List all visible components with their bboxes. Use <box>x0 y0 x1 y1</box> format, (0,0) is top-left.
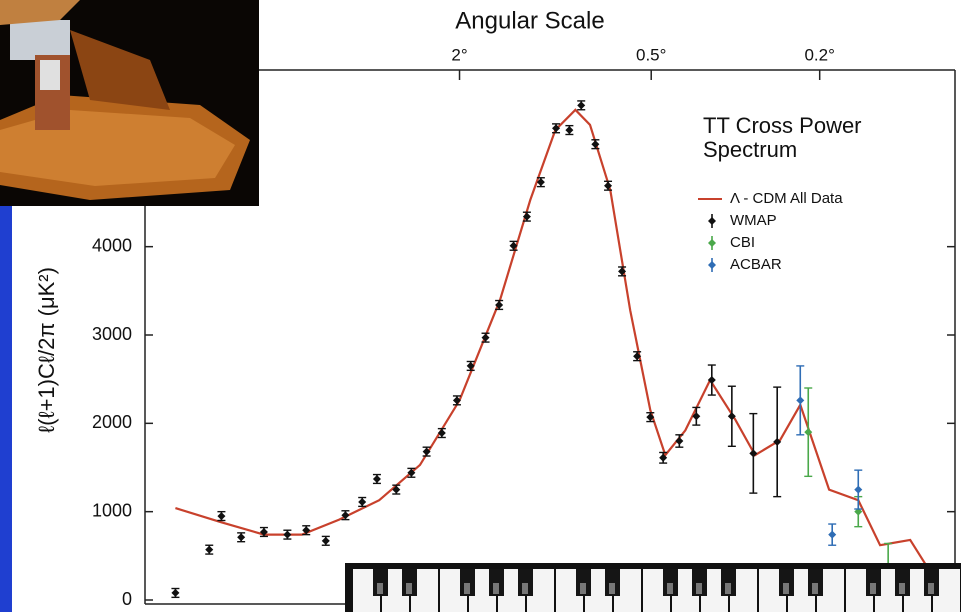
data-point <box>618 267 627 276</box>
black-key <box>402 569 417 596</box>
data-point <box>646 413 655 422</box>
legend-label: WMAP <box>730 212 777 229</box>
data-point <box>707 376 716 385</box>
top-structure <box>0 0 80 25</box>
y-axis-label: ℓ(ℓ+1)Cℓ/2π (μK²) <box>34 267 59 433</box>
key-shine <box>406 583 412 594</box>
top-tick-label: 0.2° <box>804 45 834 64</box>
legend-title: TT Cross Power Spectrum <box>703 113 862 162</box>
data-point <box>727 412 736 421</box>
data-point <box>565 126 574 135</box>
key-shine <box>522 583 528 594</box>
data-point <box>552 124 561 133</box>
black-key <box>866 569 881 596</box>
data-point <box>481 333 490 342</box>
black-key <box>692 569 707 596</box>
data-point <box>422 447 431 456</box>
key-shine <box>464 583 470 594</box>
data-point <box>659 453 668 462</box>
data-point <box>452 396 461 405</box>
model-curve <box>175 108 937 581</box>
key-shine <box>493 583 499 594</box>
data-point <box>205 545 214 554</box>
black-key <box>576 569 591 596</box>
data-point <box>633 352 642 361</box>
data-point <box>804 428 813 437</box>
key-shine <box>870 583 876 594</box>
data-point <box>796 396 805 405</box>
black-key <box>373 569 388 596</box>
data-point <box>577 101 586 110</box>
key-shine <box>667 583 673 594</box>
data-point <box>466 361 475 370</box>
key-shine <box>899 583 905 594</box>
black-key <box>779 569 794 596</box>
keys <box>353 569 960 612</box>
legend-label: ACBAR <box>730 256 782 273</box>
key-shine <box>725 583 731 594</box>
black-key <box>605 569 620 596</box>
data-point <box>828 530 837 539</box>
black-key <box>808 569 823 596</box>
data-point <box>171 588 180 597</box>
legend-marker <box>708 239 716 247</box>
y-tick-label: 1000 <box>92 500 132 520</box>
legend-marker <box>708 217 716 225</box>
black-key <box>663 569 678 596</box>
instrument <box>10 20 70 60</box>
data-point <box>749 449 758 458</box>
key-shine <box>377 583 383 594</box>
data-point <box>536 178 545 187</box>
data-point <box>437 429 446 438</box>
data-point <box>407 468 416 477</box>
black-key <box>460 569 475 596</box>
data-point <box>604 181 613 190</box>
black-key <box>721 569 736 596</box>
data-point <box>217 512 226 521</box>
black-key <box>489 569 504 596</box>
y-tick-label: 2000 <box>92 412 132 432</box>
black-key <box>895 569 910 596</box>
legend-label: CBI <box>730 234 755 251</box>
data-point <box>321 536 330 545</box>
data-point <box>392 485 401 494</box>
key-shine <box>928 583 934 594</box>
key-shine <box>783 583 789 594</box>
black-key <box>924 569 939 596</box>
data-point <box>522 212 531 221</box>
key-shine <box>580 583 586 594</box>
keyboard-image <box>345 563 961 612</box>
data-point <box>302 526 311 535</box>
legend-marker <box>708 261 716 269</box>
data-point <box>358 497 367 506</box>
data-point <box>283 530 292 539</box>
top-tick-label: 2° <box>451 45 467 64</box>
key-shine <box>696 583 702 594</box>
data-point <box>259 527 268 536</box>
data-point <box>237 533 246 542</box>
satellite-photo <box>0 0 259 206</box>
data-point <box>692 412 701 421</box>
black-key <box>518 569 533 596</box>
data-point <box>773 437 782 446</box>
y-tick-label: 0 <box>122 589 132 609</box>
data-point <box>591 140 600 149</box>
legend-label: Λ - CDM All Data <box>730 190 843 207</box>
y-tick-label: 4000 <box>92 235 132 255</box>
y-tick-label: 3000 <box>92 324 132 344</box>
data-point <box>509 241 518 250</box>
top-tick-label: 0.5° <box>636 45 666 64</box>
data-point <box>854 485 863 494</box>
reflector <box>70 30 170 110</box>
key-shine <box>609 583 615 594</box>
top-axis-label: Angular Scale <box>455 7 604 34</box>
data-point <box>675 437 684 445</box>
key-shine <box>812 583 818 594</box>
data-point <box>341 511 350 520</box>
data-point <box>372 474 381 483</box>
data-point <box>495 300 504 309</box>
panel <box>40 60 60 90</box>
